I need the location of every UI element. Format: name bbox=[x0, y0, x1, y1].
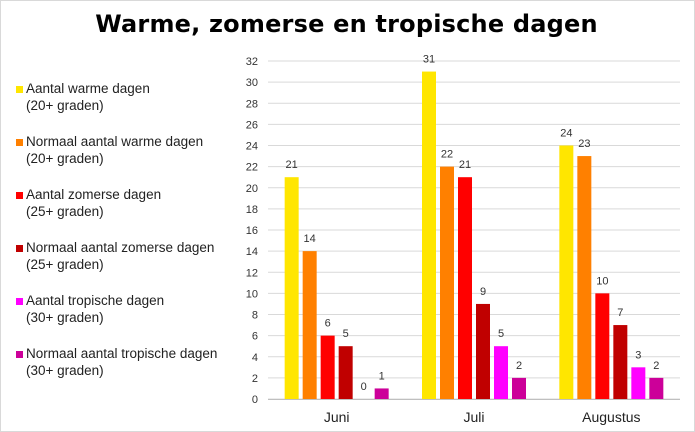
data-label: 0 bbox=[361, 381, 367, 393]
legend-label-line2: (25+ graden) bbox=[26, 257, 104, 272]
data-label: 2 bbox=[653, 360, 659, 372]
y-tick-label: 2 bbox=[252, 373, 258, 385]
y-tick-label: 26 bbox=[246, 119, 258, 131]
legend-label: Normaal aantal tropische dagen (30+ grad… bbox=[26, 345, 217, 379]
bar bbox=[458, 177, 472, 399]
y-tick-label: 28 bbox=[246, 98, 258, 110]
legend-label-line2: (20+ graden) bbox=[26, 151, 104, 166]
bar bbox=[613, 325, 628, 399]
bar bbox=[631, 367, 646, 399]
legend-label-line2: (30+ graden) bbox=[26, 363, 104, 378]
legend-swatch bbox=[16, 192, 23, 199]
legend-label: Normaal aantal warme dagen (20+ graden) bbox=[26, 133, 203, 167]
bar bbox=[476, 303, 490, 399]
legend-swatch bbox=[16, 245, 23, 252]
y-tick-label: 10 bbox=[246, 288, 258, 300]
legend-item-normaal-aantal-warme-dagen: Normaal aantal warme dagen (20+ graden) bbox=[14, 133, 264, 186]
data-label: 9 bbox=[480, 286, 486, 298]
data-label: 14 bbox=[304, 233, 316, 245]
legend-label-line1: Aantal warme dagen bbox=[26, 81, 150, 96]
bar bbox=[320, 335, 335, 399]
data-label: 21 bbox=[459, 159, 471, 171]
bar bbox=[302, 251, 317, 399]
legend-label-line2: (30+ graden) bbox=[26, 310, 104, 325]
data-label: 22 bbox=[441, 149, 453, 161]
bar bbox=[595, 293, 610, 399]
y-tick-label: 16 bbox=[246, 225, 258, 237]
legend-label: Aantal tropische dagen (30+ graden) bbox=[26, 292, 164, 326]
legend-item-aantal-zomerse-dagen: Aantal zomerse dagen (25+ graden) bbox=[14, 186, 264, 239]
bar bbox=[512, 377, 526, 399]
data-label: 6 bbox=[325, 318, 331, 330]
legend-label-line1: Normaal aantal tropische dagen bbox=[26, 346, 218, 361]
y-tick-label: 20 bbox=[246, 183, 258, 195]
legend-item-aantal-warme-dagen: Aantal warme dagen (20+ graden) bbox=[14, 80, 264, 133]
bar bbox=[374, 388, 389, 399]
data-label: 5 bbox=[498, 328, 504, 340]
y-tick-label: 24 bbox=[246, 141, 258, 153]
data-label: 7 bbox=[617, 307, 623, 319]
y-tick-label: 0 bbox=[252, 394, 258, 406]
chart-title: Warme, zomerse en tropische dagen bbox=[95, 10, 598, 38]
legend-item-normaal-aantal-zomerse-dagen: Normaal aantal zomerse dagen (25+ graden… bbox=[14, 239, 264, 292]
y-tick-label: 4 bbox=[252, 352, 258, 364]
data-label: 1 bbox=[379, 370, 385, 382]
legend-label-line1: Normaal aantal zomerse dagen bbox=[26, 240, 215, 255]
data-label: 24 bbox=[560, 128, 572, 140]
data-label: 21 bbox=[286, 159, 298, 171]
bar bbox=[338, 346, 353, 399]
bar bbox=[494, 346, 508, 399]
legend-item-aantal-tropische-dagen: Aantal tropische dagen (30+ graden) bbox=[14, 292, 264, 345]
x-category-label: Augustus bbox=[582, 409, 640, 425]
y-tick-label: 32 bbox=[246, 56, 258, 68]
legend-label: Aantal warme dagen (20+ graden) bbox=[26, 80, 150, 114]
data-label: 3 bbox=[635, 349, 641, 361]
data-label: 2 bbox=[516, 360, 522, 372]
legend-item-normaal-aantal-tropische-dagen: Normaal aantal tropische dagen (30+ grad… bbox=[14, 345, 264, 398]
y-tick-label: 30 bbox=[246, 77, 258, 89]
y-tick-label: 8 bbox=[252, 310, 258, 322]
x-category-label: Juli bbox=[463, 409, 484, 425]
data-label: 5 bbox=[343, 328, 349, 340]
legend-label-line1: Aantal tropische dagen bbox=[26, 293, 165, 308]
bar bbox=[649, 377, 664, 399]
bar bbox=[422, 71, 436, 399]
y-tick-label: 6 bbox=[252, 331, 258, 343]
legend-label-line2: (25+ graden) bbox=[26, 204, 104, 219]
data-label: 23 bbox=[578, 138, 590, 150]
legend-swatch bbox=[16, 351, 23, 358]
legend-swatch bbox=[16, 139, 23, 146]
legend: Aantal warme dagen (20+ graden) Normaal … bbox=[14, 80, 264, 398]
y-tick-label: 12 bbox=[246, 267, 258, 279]
legend-label: Normaal aantal zomerse dagen (25+ graden… bbox=[26, 239, 214, 273]
bar bbox=[284, 177, 299, 399]
legend-label: Aantal zomerse dagen (25+ graden) bbox=[26, 186, 161, 220]
y-tick-label: 14 bbox=[246, 246, 258, 258]
x-category-label: Juni bbox=[324, 409, 350, 425]
legend-swatch bbox=[16, 298, 23, 305]
legend-swatch bbox=[16, 86, 23, 93]
legend-label-line1: Normaal aantal warme dagen bbox=[26, 134, 204, 149]
data-label: 31 bbox=[423, 54, 435, 66]
legend-label-line2: (20+ graden) bbox=[26, 98, 104, 113]
bar bbox=[577, 156, 592, 399]
data-label: 10 bbox=[596, 275, 608, 287]
y-tick-label: 18 bbox=[246, 204, 258, 216]
bar bbox=[440, 166, 454, 399]
y-tick-label: 22 bbox=[246, 162, 258, 174]
bar bbox=[559, 145, 574, 399]
legend-label-line1: Aantal zomerse dagen bbox=[26, 187, 162, 202]
